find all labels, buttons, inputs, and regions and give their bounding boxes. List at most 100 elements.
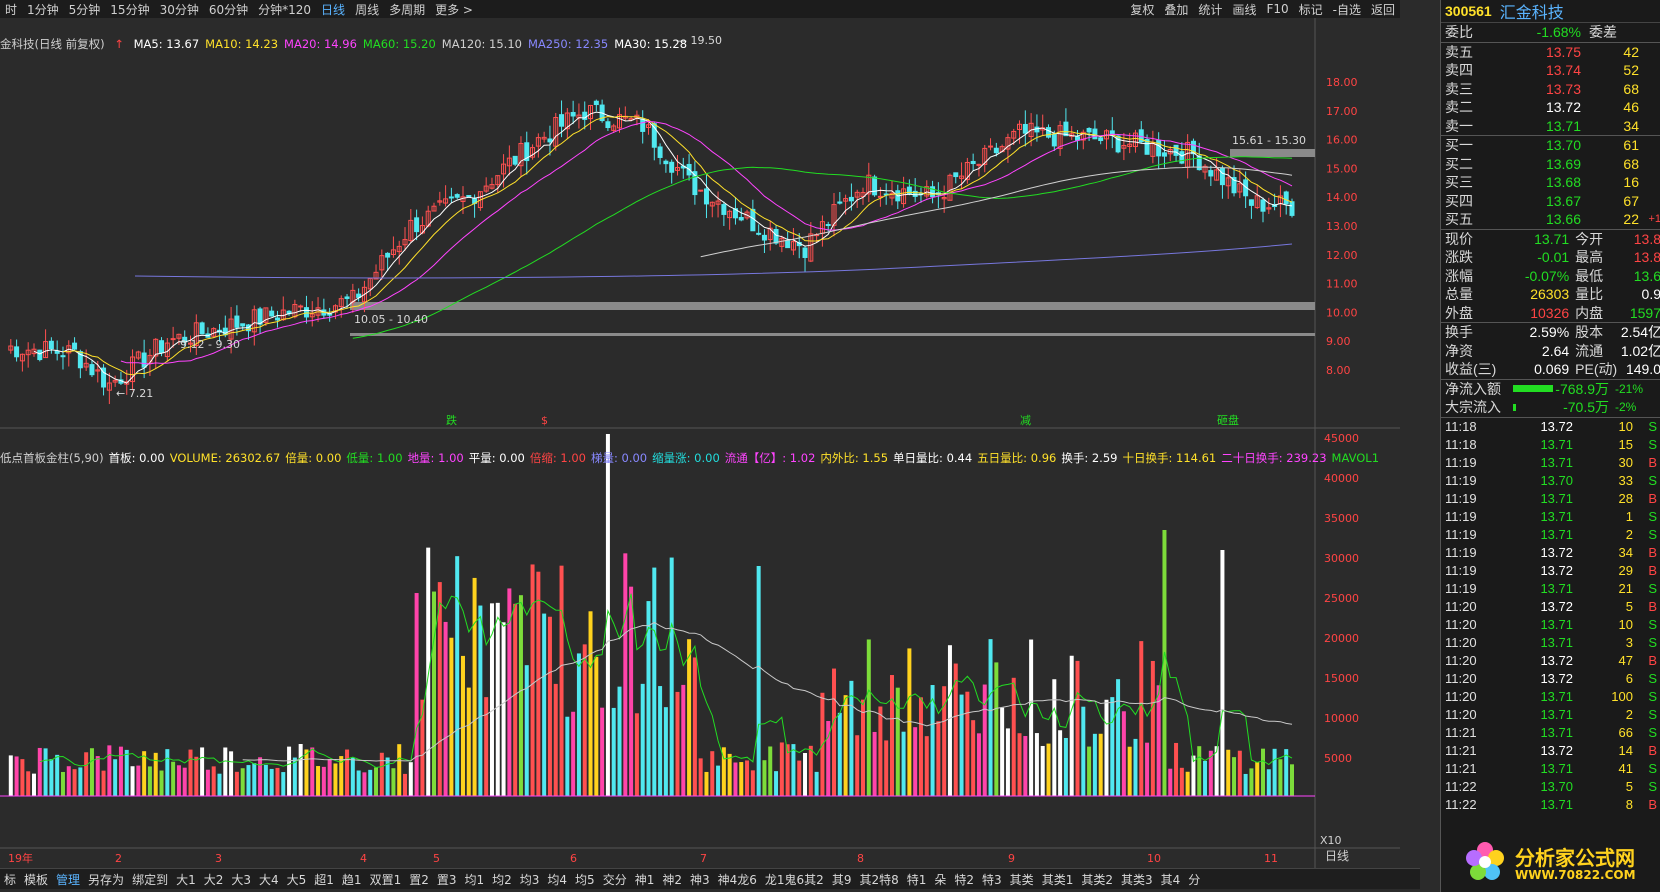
stock-code[interactable]: 300561 bbox=[1445, 3, 1492, 19]
template-button[interactable]: 大3 bbox=[231, 872, 251, 887]
template-button[interactable]: 其类1 bbox=[1041, 872, 1074, 887]
template-button[interactable]: 其类 bbox=[1009, 872, 1034, 887]
template-button[interactable]: 特2 bbox=[954, 872, 975, 887]
ma-legend-item: MA20: 14.96 bbox=[284, 37, 357, 51]
ma-settings-icon[interactable]: ↑ bbox=[114, 37, 124, 51]
period-tab[interactable]: 多周期 bbox=[389, 2, 426, 17]
template-button[interactable]: 模板 bbox=[24, 872, 49, 887]
tick-direction: S bbox=[1648, 581, 1657, 596]
volume-bar bbox=[1017, 733, 1022, 796]
template-button[interactable]: 神4龙6 bbox=[717, 872, 757, 887]
candle-body bbox=[130, 356, 136, 383]
template-button[interactable]: 特1 bbox=[906, 872, 927, 887]
period-tab[interactable]: 5分钟 bbox=[68, 2, 101, 17]
template-button[interactable]: 趋1 bbox=[341, 872, 362, 887]
toolbar-menu-item[interactable]: 标记 bbox=[1298, 2, 1323, 17]
tick-price: 13.72 bbox=[1540, 419, 1573, 434]
volume-bar bbox=[588, 611, 593, 796]
template-button[interactable]: 交分 bbox=[602, 872, 627, 887]
template-button[interactable]: 其类2 bbox=[1081, 872, 1113, 887]
volume-bar bbox=[408, 762, 413, 796]
template-button[interactable]: 神1 bbox=[634, 872, 655, 887]
ma-line bbox=[63, 115, 1293, 376]
quote-label2: 最低 bbox=[1575, 267, 1604, 284]
template-button[interactable]: 朵 bbox=[934, 872, 947, 887]
candle-body bbox=[1017, 123, 1023, 130]
template-button[interactable]: 均5 bbox=[575, 872, 595, 887]
template-button[interactable]: 龙1鬼6其2 bbox=[764, 872, 824, 887]
candle-body bbox=[721, 204, 727, 215]
template-button[interactable]: 置3 bbox=[436, 872, 457, 887]
toolbar-menu-item[interactable]: F10 bbox=[1266, 2, 1289, 16]
tick-price: 13.71 bbox=[1540, 761, 1573, 776]
volume-bar bbox=[965, 691, 970, 796]
candle-body bbox=[605, 121, 611, 129]
asks-label: 卖三 bbox=[1445, 80, 1473, 97]
tick-time: 11:21 bbox=[1445, 725, 1477, 740]
template-button[interactable]: 大1 bbox=[176, 872, 196, 887]
tick-time: 11:19 bbox=[1445, 455, 1477, 470]
toolbar-menu-item[interactable]: 统计 bbox=[1198, 2, 1223, 17]
template-button[interactable]: 其4 bbox=[1160, 872, 1181, 887]
volume-bar bbox=[745, 760, 750, 796]
template-button[interactable]: 其2特8 bbox=[859, 872, 899, 887]
template-button[interactable]: 分 bbox=[1188, 872, 1201, 887]
period-tab[interactable]: 60分钟 bbox=[208, 2, 249, 17]
template-button[interactable]: 神3 bbox=[689, 872, 710, 887]
period-tab[interactable]: 更多 > bbox=[435, 2, 473, 17]
template-button[interactable]: 双置1 bbox=[369, 872, 402, 887]
kline-chart-svg[interactable]: 18.00 17.00 16.00 15.00 14.00 13.00 12.00 11.00… bbox=[0, 18, 1400, 868]
period-tab[interactable]: 时 bbox=[5, 2, 18, 17]
candle-body bbox=[234, 315, 240, 328]
stock-name[interactable]: 汇金科技 bbox=[1499, 5, 1564, 22]
volume-bar bbox=[1208, 750, 1213, 796]
toolbar-menu-item[interactable]: 返回 bbox=[1370, 2, 1395, 17]
period-tab[interactable]: 周线 bbox=[355, 2, 380, 17]
tick-price: 13.72 bbox=[1540, 743, 1573, 758]
candle-body bbox=[1080, 131, 1086, 141]
volume-bar bbox=[130, 766, 135, 796]
template-button[interactable]: 均3 bbox=[519, 872, 540, 887]
template-button[interactable]: 置2 bbox=[409, 872, 429, 887]
candle-body bbox=[559, 114, 565, 127]
template-button[interactable]: 大4 bbox=[259, 872, 279, 887]
price-axis-label: 15.00 bbox=[1326, 162, 1358, 175]
template-button[interactable]: 均4 bbox=[547, 872, 568, 887]
tick-time: 11:20 bbox=[1445, 707, 1477, 722]
period-tab[interactable]: 分钟*120 bbox=[258, 2, 312, 17]
period-tab[interactable]: 15分钟 bbox=[110, 2, 150, 17]
template-button[interactable]: 管理 bbox=[56, 872, 81, 887]
volume-bars bbox=[8, 434, 1294, 796]
candle-body bbox=[95, 369, 101, 372]
template-button[interactable]: 大2 bbox=[203, 872, 224, 887]
template-button[interactable]: 超1 bbox=[314, 872, 334, 887]
template-button[interactable]: 标 bbox=[4, 872, 17, 887]
volume-bar bbox=[571, 711, 576, 796]
template-button[interactable]: 其类3 bbox=[1120, 872, 1153, 887]
volume-bar bbox=[692, 657, 697, 796]
high-price-label: — 19.50 bbox=[676, 34, 722, 47]
period-tab[interactable]: 1分钟 bbox=[27, 2, 59, 17]
tick-list[interactable]: 11:18 13.72 10 S 11:18 13.71 15 S 11:19 13.71 30 B 1… bbox=[1441, 416, 1660, 814]
period-tab[interactable]: 日线 bbox=[321, 2, 346, 17]
volume-bar bbox=[779, 742, 784, 796]
template-button[interactable]: 神2 bbox=[662, 872, 682, 887]
bids-row: 买二 13.69 68 bbox=[1441, 155, 1660, 174]
candle-body bbox=[263, 307, 269, 323]
toolbar-menu-item[interactable]: 画线 bbox=[1232, 2, 1257, 17]
toolbar-menu-item[interactable]: 复权 bbox=[1130, 2, 1155, 17]
toolbar-menu-item[interactable]: 叠加 bbox=[1164, 2, 1189, 17]
toolbar-menu-item[interactable]: -自选 bbox=[1332, 2, 1361, 17]
period-tab[interactable]: 30分钟 bbox=[159, 2, 199, 17]
template-button[interactable]: 另存为 bbox=[88, 872, 125, 887]
quote-value2: 1597 bbox=[1629, 304, 1660, 321]
template-button[interactable]: 绑定到 bbox=[132, 872, 169, 887]
template-button[interactable]: 均1 bbox=[464, 872, 485, 887]
chart-area[interactable]: 18.00 17.00 16.00 15.00 14.00 13.00 12.00 11.00… bbox=[0, 18, 1400, 888]
template-button[interactable]: 特3 bbox=[982, 872, 1002, 887]
template-button[interactable]: 大5 bbox=[286, 872, 307, 887]
template-button[interactable]: 其9 bbox=[831, 872, 852, 887]
candle-body bbox=[141, 352, 147, 368]
template-button[interactable]: 均2 bbox=[492, 872, 512, 887]
volume-bar bbox=[368, 769, 373, 796]
